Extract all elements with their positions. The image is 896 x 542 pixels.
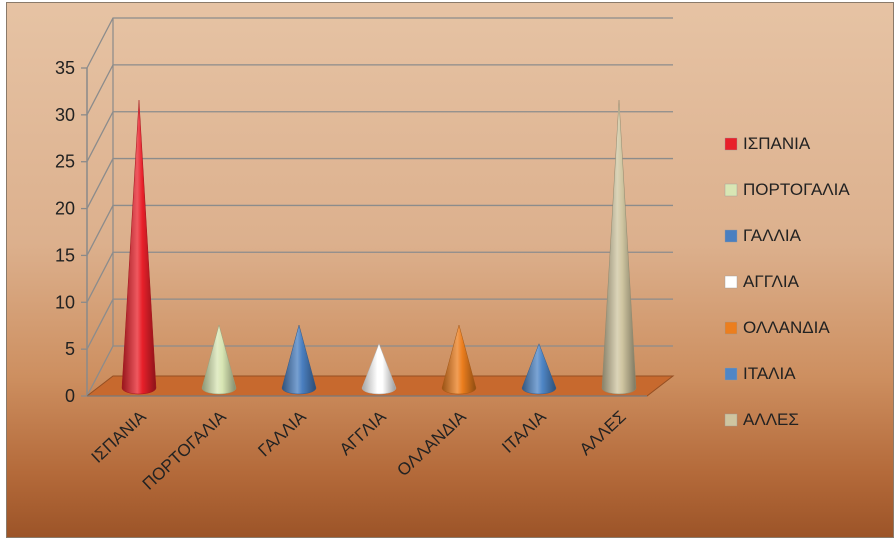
legend-swatch-6 xyxy=(724,413,738,427)
x-label-6: ΑΛΛΕΣ xyxy=(576,407,630,459)
y-tick-label: 30 xyxy=(55,105,75,125)
legend-label-6: ΑΛΛΕΣ xyxy=(743,410,799,429)
x-label-2: ΓΑΛΛΙΑ xyxy=(254,407,310,461)
cone-3 xyxy=(361,343,397,395)
legend-swatch-5 xyxy=(724,367,738,381)
gridline xyxy=(86,204,673,256)
grid-lines xyxy=(86,17,673,397)
legend: ΙΣΠΑΝΙΑ ΠΟΡΤΟΓΑΛΙΑ ΓΑΛΛΙΑ ΑΓΓΛΙΑ ΟΛΛΑΝΔΙΑ ΙΤΑ… xyxy=(724,134,850,429)
legend-swatch-3 xyxy=(724,275,738,289)
x-label-5: ΙΤΑΛΙΑ xyxy=(498,407,550,457)
legend-label-0: ΙΣΠΑΝΙΑ xyxy=(743,134,811,153)
y-tick-label: 15 xyxy=(55,245,75,265)
x-label-4: ΟΛΛΑΝΔΙΑ xyxy=(393,407,470,480)
x-label-1: ΠΟΡΤΟΓΑΛΙΑ xyxy=(139,407,230,494)
legend-label-1: ΠΟΡΤΟΓΑΛΙΑ xyxy=(743,180,850,199)
gridline xyxy=(86,251,673,303)
y-tick-label: 20 xyxy=(55,199,75,219)
legend-label-2: ΓΑΛΛΙΑ xyxy=(743,226,802,245)
x-label-0: ΙΣΠΑΝΙΑ xyxy=(88,407,151,467)
y-tick-label: 35 xyxy=(55,58,75,78)
gridline xyxy=(86,157,673,209)
gridline xyxy=(86,345,673,397)
cone-5 xyxy=(521,343,557,395)
gridline xyxy=(86,111,673,163)
y-tick-label: 25 xyxy=(55,152,75,172)
legend-label-5: ΙΤΑΛΙΑ xyxy=(743,364,796,383)
gridline xyxy=(86,17,673,69)
cone-4 xyxy=(441,324,477,395)
cones xyxy=(121,100,637,395)
gridline xyxy=(86,64,673,116)
legend-swatch-2 xyxy=(724,229,738,243)
cone-1 xyxy=(201,324,237,395)
gridline xyxy=(86,298,673,350)
cone-2 xyxy=(281,324,317,395)
chart-frame: 0 5 10 15 20 25 30 35 ΙΣΠΑΝΙΑ ΠΟΡΤΟΓΑΛΙΑ ΓΑΛΛΙΑ ΑΓ… xyxy=(6,2,894,538)
legend-label-4: ΟΛΛΑΝΔΙΑ xyxy=(743,318,830,337)
y-tick-label: 0 xyxy=(65,386,75,406)
y-tick-label: 5 xyxy=(65,339,75,359)
chart-walls xyxy=(86,18,114,396)
legend-label-3: ΑΓΓΛΙΑ xyxy=(743,272,800,291)
x-label-3: ΑΓΓΛΙΑ xyxy=(336,407,390,459)
legend-swatch-1 xyxy=(724,183,738,197)
legend-swatch-0 xyxy=(724,137,738,151)
cone-0 xyxy=(121,100,157,395)
y-axis: 0 5 10 15 20 25 30 35 xyxy=(55,58,87,406)
cone-6 xyxy=(601,100,637,395)
legend-swatch-4 xyxy=(724,321,738,335)
y-tick-label: 10 xyxy=(55,292,75,312)
